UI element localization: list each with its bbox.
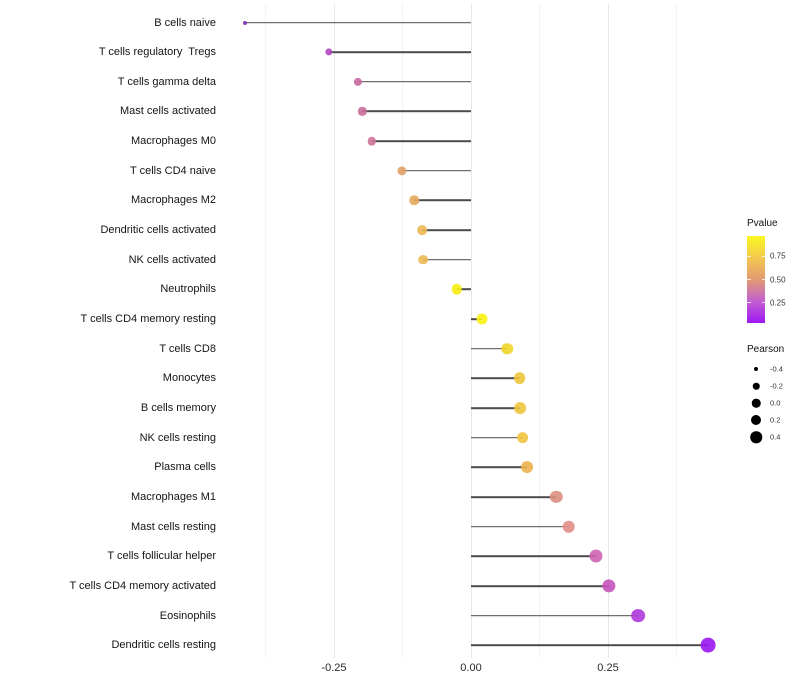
gridline-x-0.375 — [676, 4, 677, 658]
row-label-t-cells-cd4-naive: T cells CD4 naive — [130, 164, 216, 177]
dot-t-cells-cd4-memory-resting — [476, 313, 488, 325]
row-label-eosinophils: Eosinophils — [159, 609, 216, 622]
gridline-x--0.375 — [265, 4, 266, 658]
row-label-t-cells-cd4-memory-resting: T cells CD4 memory resting — [80, 313, 217, 326]
pearson-size-dot-0.2 — [751, 415, 761, 426]
stem-macrophages-m0 — [371, 140, 471, 142]
dot-dendritic-cells-activated — [417, 225, 428, 235]
stem-t-cells-cd4-memory-activated — [471, 585, 610, 587]
x-tick-label--0.25: -0.25 — [321, 662, 347, 674]
stem-plasma-cells — [471, 466, 528, 469]
pearson-size-dot-0.0 — [751, 398, 761, 408]
dot-macrophages-m1 — [550, 490, 563, 504]
row-label-plasma-cells: Plasma cells — [154, 461, 216, 474]
pearson-size-label--0.4: -0.4 — [770, 364, 783, 374]
stem-dendritic-cells-resting — [471, 644, 709, 647]
dot-dendritic-cells-resting — [700, 637, 716, 653]
stem-nk-cells-resting — [471, 436, 523, 439]
pearson-size-label--0.2: -0.2 — [770, 381, 783, 391]
row-label-nk-cells-activated: NK cells activated — [128, 253, 216, 266]
pearson-size-label-0.0: 0.0 — [770, 398, 781, 408]
row-label-b-cells-memory: B cells memory — [140, 402, 216, 415]
stem-t-cells-follicular-helper — [471, 555, 596, 558]
pearson-legend-title: Pearson — [747, 344, 785, 355]
dot-t-cells-cd4-naive — [397, 166, 407, 176]
gridline-x-0.25 — [607, 4, 609, 658]
colorbar-tick-label-0.25: 0.25 — [770, 298, 786, 308]
dot-t-cells-follicular-helper — [589, 549, 603, 563]
row-label-t-cells-follicular-helper: T cells follicular helper — [107, 550, 216, 563]
x-tick-label-0.00: 0.00 — [460, 662, 482, 674]
stem-t-cells-cd4-naive — [401, 169, 471, 172]
row-label-dendritic-cells-resting: Dendritic cells resting — [111, 639, 216, 652]
gridline-x-0.125 — [539, 4, 540, 658]
stem-macrophages-m2 — [414, 199, 471, 202]
dot-b-cells-naive — [242, 20, 247, 25]
pearson-size-dot-0.4 — [750, 431, 762, 444]
stem-eosinophils — [471, 614, 639, 617]
dot-plasma-cells — [521, 461, 534, 474]
row-label-dendritic-cells-activated: Dendritic cells activated — [100, 224, 216, 237]
colorbar-tick-label-0.75: 0.75 — [770, 251, 786, 261]
dot-eosinophils — [631, 608, 645, 623]
dot-monocytes — [513, 372, 526, 385]
stem-t-cells-cd8 — [471, 347, 508, 350]
stem-b-cells-naive — [244, 21, 471, 24]
row-label-t-cells-cd8: T cells CD8 — [159, 342, 216, 355]
colorbar-tick-mark — [761, 278, 765, 281]
stem-dendritic-cells-activated — [422, 229, 471, 231]
dot-neutrophils — [451, 284, 462, 295]
dot-nk-cells-resting — [516, 431, 529, 444]
row-label-macrophages-m1: Macrophages M1 — [131, 491, 216, 503]
colorbar-tick-label-0.50: 0.50 — [770, 275, 786, 284]
stem-neutrophils — [456, 288, 471, 291]
dot-mast-cells-resting — [562, 520, 575, 533]
row-label-macrophages-m2: Macrophages M2 — [131, 194, 216, 207]
row-label-nk-cells-resting: NK cells resting — [139, 431, 216, 444]
stem-t-cells-gamma-delta — [358, 81, 471, 83]
row-label-macrophages-m0: Macrophages M0 — [131, 135, 216, 148]
pearson-size-dot--0.2 — [752, 382, 760, 390]
gridline-x-0 — [470, 4, 472, 658]
pearson-size-label-0.4: 0.4 — [770, 432, 781, 442]
dot-t-cells-regulatory-tregs — [324, 48, 333, 56]
colorbar-tick-mark — [747, 278, 751, 281]
row-label-t-cells-regulatory-tregs: T cells regulatory Tregs — [98, 46, 216, 59]
stem-mast-cells-activated — [362, 110, 471, 113]
row-label-t-cells-gamma-delta: T cells gamma delta — [117, 75, 216, 88]
colorbar-tick-mark — [747, 301, 751, 304]
colorbar-tick-mark — [747, 255, 751, 258]
pvalue-legend-title: Pvalue — [747, 218, 778, 229]
stem-t-cells-regulatory-tregs — [328, 51, 471, 53]
row-label-mast-cells-activated: Mast cells activated — [120, 105, 216, 118]
stem-b-cells-memory — [471, 407, 521, 409]
stem-mast-cells-resting — [471, 525, 569, 528]
row-label-t-cells-cd4-memory-activated: T cells CD4 memory activated — [69, 579, 216, 592]
stem-macrophages-m1 — [471, 496, 557, 498]
dot-macrophages-m2 — [409, 195, 419, 206]
pearson-size-dot--0.4 — [754, 367, 758, 371]
stem-monocytes — [471, 377, 520, 380]
dot-t-cells-cd4-memory-activated — [602, 579, 616, 593]
dot-mast-cells-activated — [358, 107, 367, 116]
dot-macrophages-m0 — [367, 136, 377, 146]
gridline-x--0.25 — [333, 4, 335, 658]
dot-t-cells-gamma-delta — [354, 77, 363, 86]
dot-nk-cells-activated — [417, 254, 428, 265]
stem-nk-cells-activated — [422, 258, 471, 261]
row-label-monocytes: Monocytes — [162, 372, 216, 385]
x-tick-label-0.25: 0.25 — [597, 662, 619, 674]
colorbar-tick-mark — [761, 255, 765, 258]
row-label-b-cells-naive: B cells naive — [154, 16, 216, 29]
pearson-size-label-0.2: 0.2 — [770, 415, 781, 425]
dot-t-cells-cd8 — [501, 342, 513, 355]
colorbar-tick-mark — [761, 301, 765, 304]
row-label-mast-cells-resting: Mast cells resting — [131, 520, 216, 533]
dot-b-cells-memory — [514, 402, 527, 414]
row-label-neutrophils: Neutrophils — [160, 283, 216, 296]
gridline-x--0.125 — [402, 4, 403, 658]
pvalue-colorbar — [747, 236, 765, 323]
